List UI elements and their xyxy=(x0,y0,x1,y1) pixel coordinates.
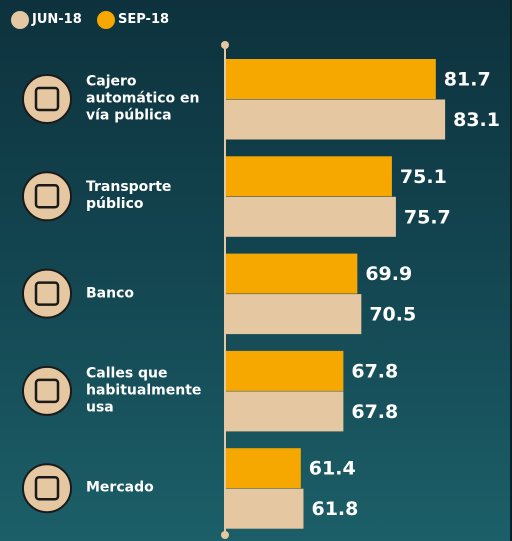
category-label: Calles que habitualmente usa xyxy=(86,365,202,416)
icon-glyph xyxy=(34,184,60,209)
value-label: 75.1 xyxy=(400,166,447,188)
value-label: 67.8 xyxy=(351,360,398,382)
bar xyxy=(226,448,301,489)
value-label: 61.4 xyxy=(309,458,356,480)
category-label: Transporte público xyxy=(86,179,172,213)
bar xyxy=(226,488,304,529)
category-label: Cajero automático en vía pública xyxy=(86,73,200,124)
value-label: 70.5 xyxy=(369,304,416,326)
bar xyxy=(226,99,446,140)
legend-swatch xyxy=(11,11,29,29)
value-label: 75.7 xyxy=(404,206,451,228)
legend-label: SEP-18 xyxy=(118,12,170,27)
legend-label: JUN-18 xyxy=(32,12,82,27)
icon-glyph xyxy=(34,378,60,404)
axis-end xyxy=(221,41,229,49)
bar xyxy=(226,391,344,432)
category-icon xyxy=(22,74,72,124)
value-label: 69.9 xyxy=(365,263,412,285)
bar xyxy=(226,253,358,294)
category-icon xyxy=(22,268,72,319)
value-label: 61.8 xyxy=(311,498,358,520)
bar xyxy=(226,59,436,99)
value-label: 67.8 xyxy=(351,401,398,423)
bar xyxy=(226,294,362,335)
value-label: 81.7 xyxy=(444,69,491,91)
category-label: Banco xyxy=(86,285,135,302)
icon-glyph xyxy=(34,281,60,306)
value-label: 83.1 xyxy=(453,109,500,131)
category-icon xyxy=(22,171,72,222)
bar xyxy=(226,350,344,391)
category-icon xyxy=(22,463,72,514)
bar xyxy=(226,156,392,197)
icon-glyph xyxy=(34,475,60,501)
legend-swatch xyxy=(97,11,115,29)
category-icon xyxy=(22,365,72,416)
icon-glyph xyxy=(34,86,60,112)
bar xyxy=(226,196,396,237)
category-label: Mercado xyxy=(86,479,154,496)
axis-end xyxy=(221,531,229,539)
